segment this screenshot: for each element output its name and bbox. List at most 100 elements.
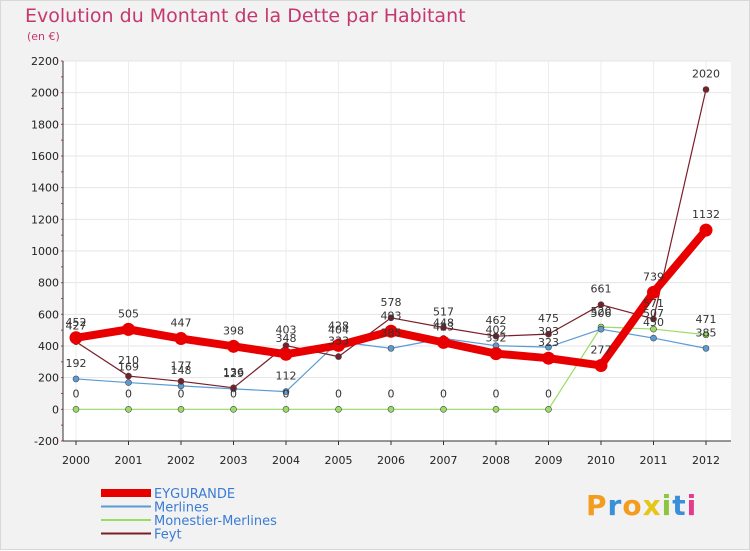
x-tick-label: 2003 — [220, 454, 248, 467]
data-label: 210 — [118, 354, 139, 367]
data-label: 0 — [388, 387, 395, 400]
data-point — [387, 314, 395, 322]
data-label: 0 — [125, 387, 132, 400]
data-label: 398 — [223, 324, 244, 337]
x-tick-label: 2008 — [482, 454, 510, 467]
data-label: 393 — [538, 325, 559, 338]
y-tick-label: 1200 — [31, 213, 59, 226]
data-label: 520 — [591, 305, 612, 318]
x-tick-label: 2007 — [430, 454, 458, 467]
data-label: 452 — [66, 316, 87, 329]
logo-letter: x — [642, 489, 662, 522]
data-label: 423 — [433, 320, 454, 333]
data-label: 323 — [538, 336, 559, 349]
data-label: 475 — [538, 312, 559, 325]
x-tick-label: 2005 — [325, 454, 353, 467]
x-tick-label: 2001 — [115, 454, 143, 467]
data-label: 0 — [178, 387, 185, 400]
data-label: 462 — [486, 314, 507, 327]
data-label: 2020 — [692, 68, 720, 81]
legend-label: Merlines — [154, 501, 209, 516]
data-point — [335, 353, 342, 360]
data-point — [279, 347, 293, 361]
data-label: 427 — [66, 320, 87, 333]
logo-letter: i — [661, 489, 673, 522]
data-label: 661 — [591, 283, 612, 296]
x-tick-label: 2009 — [535, 454, 563, 467]
data-point — [492, 406, 500, 413]
data-point — [177, 378, 185, 385]
data-point — [384, 324, 398, 338]
data-label: 428 — [328, 320, 349, 333]
data-label: 0 — [493, 387, 500, 400]
data-point — [545, 343, 552, 351]
data-point — [650, 315, 657, 323]
data-label: 112 — [276, 370, 297, 383]
data-label: 0 — [283, 387, 290, 400]
y-tick-label: 1800 — [31, 118, 59, 131]
data-point — [702, 345, 710, 352]
data-point — [72, 406, 80, 413]
legend-label: Feyt — [154, 528, 182, 543]
data-label: 448 — [433, 316, 454, 329]
data-point — [387, 345, 395, 352]
data-point — [597, 301, 605, 308]
data-label: 0 — [545, 387, 552, 400]
legend-label: Monestier-Merlines — [154, 514, 277, 529]
x-tick-label: 2004 — [272, 454, 300, 467]
data-label: 0 — [230, 387, 237, 400]
data-point — [489, 347, 503, 361]
data-label: 507 — [643, 307, 664, 320]
data-label: 578 — [381, 296, 402, 309]
data-point — [699, 223, 713, 237]
data-point — [174, 332, 188, 346]
data-point — [122, 322, 135, 336]
x-tick-label: 2011 — [640, 454, 668, 467]
y-tick-label: 600 — [38, 308, 59, 321]
data-point — [125, 372, 132, 380]
data-point — [282, 388, 290, 395]
y-tick-label: 800 — [38, 277, 59, 290]
data-label: 333 — [328, 335, 349, 348]
data-label: 403 — [276, 324, 297, 337]
data-point — [647, 285, 660, 299]
data-label: 348 — [276, 332, 297, 345]
data-point — [72, 375, 80, 383]
y-tick-label: 1400 — [31, 182, 59, 195]
data-point — [545, 330, 552, 338]
x-tick-label: 2006 — [377, 454, 405, 467]
x-tick-label: 2000 — [62, 454, 90, 467]
y-tick-label: 400 — [38, 340, 59, 353]
y-tick-label: 1000 — [31, 245, 59, 258]
data-point — [440, 324, 447, 331]
data-point — [440, 406, 447, 413]
data-label: 450 — [643, 316, 664, 329]
data-label: 0 — [73, 387, 80, 400]
data-label: 447 — [171, 317, 192, 330]
data-label: 192 — [66, 357, 87, 370]
data-point — [542, 351, 555, 365]
data-label: 385 — [696, 326, 717, 339]
legend-label: EYGURANDE — [154, 487, 235, 502]
data-point — [335, 406, 342, 413]
data-point — [597, 325, 605, 333]
x-tick-label: 2012 — [692, 454, 720, 467]
data-point — [437, 335, 450, 349]
logo-letter: r — [607, 489, 623, 522]
data-label: 0 — [335, 387, 342, 400]
data-label: 148 — [171, 364, 192, 377]
data-point — [650, 325, 657, 333]
logo-letter: i — [686, 489, 698, 522]
data-point — [282, 406, 290, 413]
y-tick-label: 0 — [52, 403, 59, 416]
data-label: 352 — [486, 332, 507, 345]
data-point — [230, 384, 237, 392]
data-point — [545, 406, 552, 413]
data-point — [650, 334, 657, 342]
data-point — [702, 86, 710, 93]
y-tick-label: 200 — [38, 372, 59, 385]
data-label: 517 — [433, 305, 454, 318]
data-point — [702, 331, 710, 339]
